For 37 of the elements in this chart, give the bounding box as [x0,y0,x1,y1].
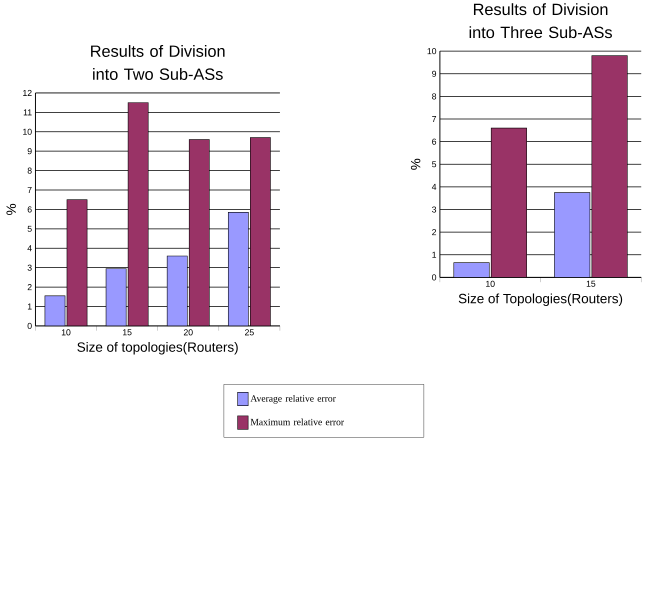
y-tick-label: 2 [28,284,32,290]
y-tick-label: 2 [432,228,436,235]
y-tick-label: 8 [28,167,32,174]
y-tick-label: 11 [24,109,32,116]
chart-title: Results of Division into Three Sub-ASs [470,2,612,38]
x-tick-label: 20 [184,329,193,336]
y-tick-label: 6 [432,138,436,144]
x-tick-label: 15 [122,329,132,336]
y-tick-label: 7 [432,116,436,122]
y-axis-title: % [6,204,16,215]
x-axis-title: Size of Topologies(Routers) [458,293,622,306]
y-tick-label: 4 [27,245,32,251]
legend-label: Maximum relative error [250,418,344,426]
x-tick-label: 15 [586,280,596,287]
x-axis-title: Size of topologies(Routers) [77,342,238,354]
y-tick-label: 1 [28,303,32,310]
y-axis-title: % [410,158,420,170]
y-tick-label: 9 [432,70,436,77]
y-tick-label: 5 [28,226,32,232]
y-tick-label: 0 [432,274,436,280]
x-tick-label: 25 [244,329,254,336]
y-tick-label: 9 [28,148,32,154]
y-tick-label: 7 [28,186,32,193]
x-tick-label: 10 [62,329,70,336]
y-tick-label: 6 [28,206,32,212]
y-tick-label: 4 [432,184,436,190]
y-tick-label: 10 [23,128,32,135]
y-tick-label: 12 [23,90,32,96]
y-tick-label: 3 [28,264,32,270]
y-tick-label: 10 [428,48,436,54]
chart-title: Results of Division into Two Sub-ASs [91,44,225,80]
y-tick-label: 3 [432,206,436,212]
y-tick-label: 1 [432,252,436,258]
legend-label: Average relative error [250,394,336,404]
y-tick-label: 8 [432,93,436,100]
y-tick-label: 0 [28,322,32,329]
y-tick-label: 5 [432,161,436,168]
